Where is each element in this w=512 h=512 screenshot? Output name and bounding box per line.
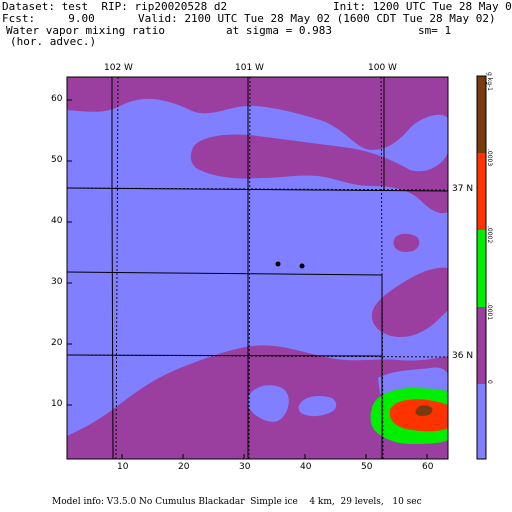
longitude-label: 102 W bbox=[104, 63, 133, 73]
shaded-field bbox=[67, 77, 448, 459]
latitude-label: 36 N bbox=[452, 351, 474, 361]
y-tick-label: 30 bbox=[51, 277, 63, 287]
colorbar bbox=[476, 75, 487, 460]
colorbar-label: .0001 bbox=[486, 303, 493, 321]
longitude-label: 101 W bbox=[235, 63, 264, 73]
moisture-contour-brown bbox=[415, 405, 433, 416]
colorbar-swatch-blue bbox=[477, 384, 486, 459]
x-tick-label: 10 bbox=[117, 462, 129, 472]
model-info-footer: Model info: V3.5.0 No Cumulus Blackadar … bbox=[52, 497, 422, 507]
field-name-label: Water vapor mixing ratio bbox=[6, 24, 165, 37]
station-dot-2 bbox=[299, 263, 305, 269]
x-tick-label: 60 bbox=[422, 462, 434, 472]
colorbar-label: .0002 bbox=[486, 226, 493, 244]
longitude-label: 100 W bbox=[368, 63, 397, 73]
colorbar-swatch-green bbox=[477, 230, 486, 307]
moisture-patch-east bbox=[371, 267, 448, 338]
smoothing-label: sm= 1 bbox=[418, 24, 452, 37]
forecast-label: Fcst: 9.00 bbox=[2, 12, 95, 25]
y-tick-label: 60 bbox=[51, 94, 63, 104]
advection-label: (hor. advec.) bbox=[10, 35, 97, 48]
colorbar-swatch-red bbox=[477, 153, 486, 230]
y-tick-label: 10 bbox=[51, 399, 63, 409]
moisture-patch-small bbox=[393, 233, 420, 252]
state-boundaries bbox=[67, 77, 448, 459]
dry-patch-central bbox=[298, 396, 337, 417]
colorbar-swatch-brown bbox=[477, 76, 486, 153]
y-tick-label: 20 bbox=[51, 338, 63, 348]
colorbar-units-label: g kg-1 bbox=[486, 72, 493, 91]
colorbar-swatch-purple bbox=[477, 307, 486, 384]
valid-time-label: Valid: 2100 UTC Tue 28 May 02 (1600 CDT … bbox=[138, 12, 496, 25]
moisture-band-top bbox=[67, 77, 448, 150]
y-tick-label: 50 bbox=[51, 155, 63, 165]
colorbar-label: .0003 bbox=[486, 149, 493, 167]
moisture-blob-north bbox=[190, 134, 448, 214]
station-dot-1 bbox=[275, 261, 281, 267]
x-tick-label: 30 bbox=[239, 462, 251, 472]
y-tick-label: 40 bbox=[51, 216, 63, 226]
latitude-label: 37 N bbox=[452, 184, 474, 194]
dataset-label: Dataset: test RIP: rip20020528 d2 bbox=[2, 0, 228, 13]
dry-patch-west bbox=[247, 385, 289, 422]
dry-patch-east bbox=[378, 367, 448, 394]
x-tick-label: 50 bbox=[361, 462, 373, 472]
x-axis-ticks bbox=[67, 99, 428, 459]
colorbar-label: 0 bbox=[486, 380, 493, 384]
sigma-level-label: at sigma = 0.983 bbox=[226, 24, 332, 37]
x-tick-label: 40 bbox=[300, 462, 312, 472]
plot-frame bbox=[66, 76, 449, 460]
x-tick-label: 20 bbox=[178, 462, 190, 472]
init-label: Init: 1200 UTC Tue 28 May 02 bbox=[333, 0, 512, 13]
